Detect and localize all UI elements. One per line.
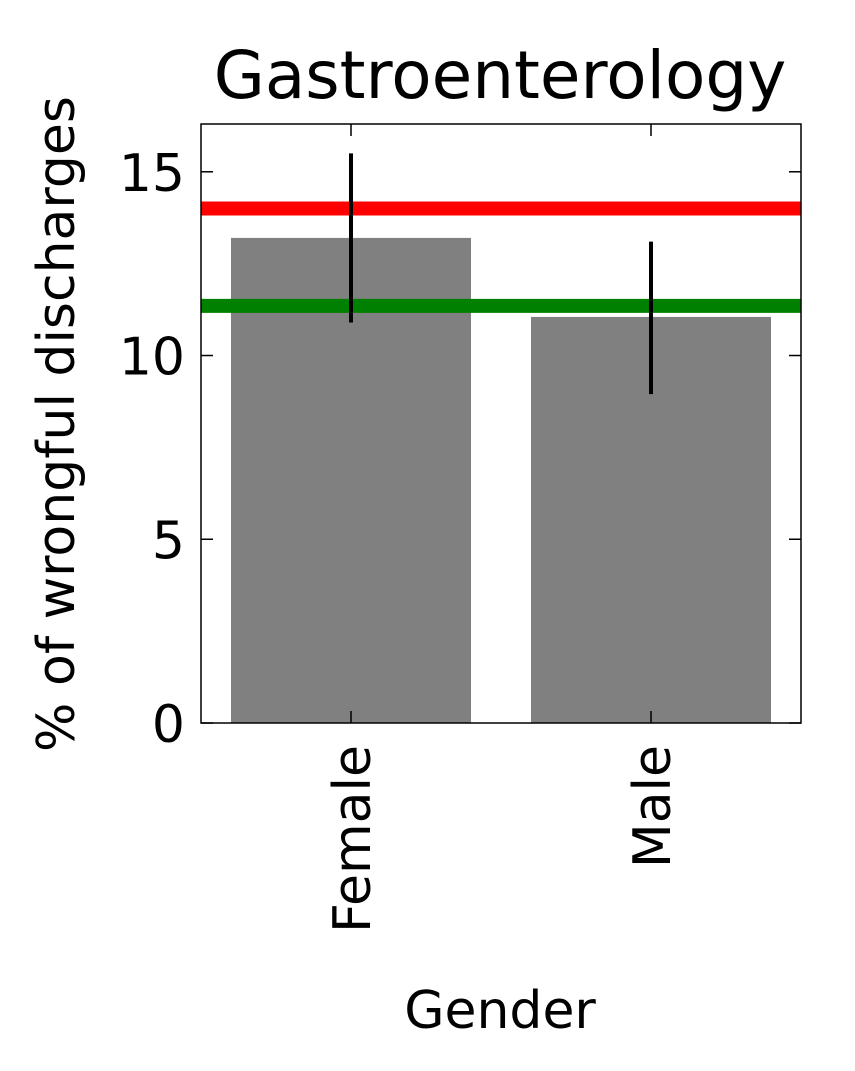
- y-axis-label: % of wrongful discharges: [27, 96, 87, 752]
- x-tick-label-male: Male: [623, 745, 683, 868]
- plot-area: 0 5 10 15 Female Male: [119, 123, 802, 933]
- y-tick-label-15: 15: [119, 144, 185, 204]
- y-tick-label-5: 5: [152, 511, 185, 571]
- chart-title: Gastroenterology: [214, 37, 787, 114]
- axes-frame: [200, 123, 802, 724]
- x-tick-label-female: Female: [323, 745, 383, 933]
- x-axis-label: Gender: [404, 981, 596, 1041]
- y-tick-label-0: 0: [152, 695, 185, 755]
- y-tick-label-10: 10: [119, 328, 185, 388]
